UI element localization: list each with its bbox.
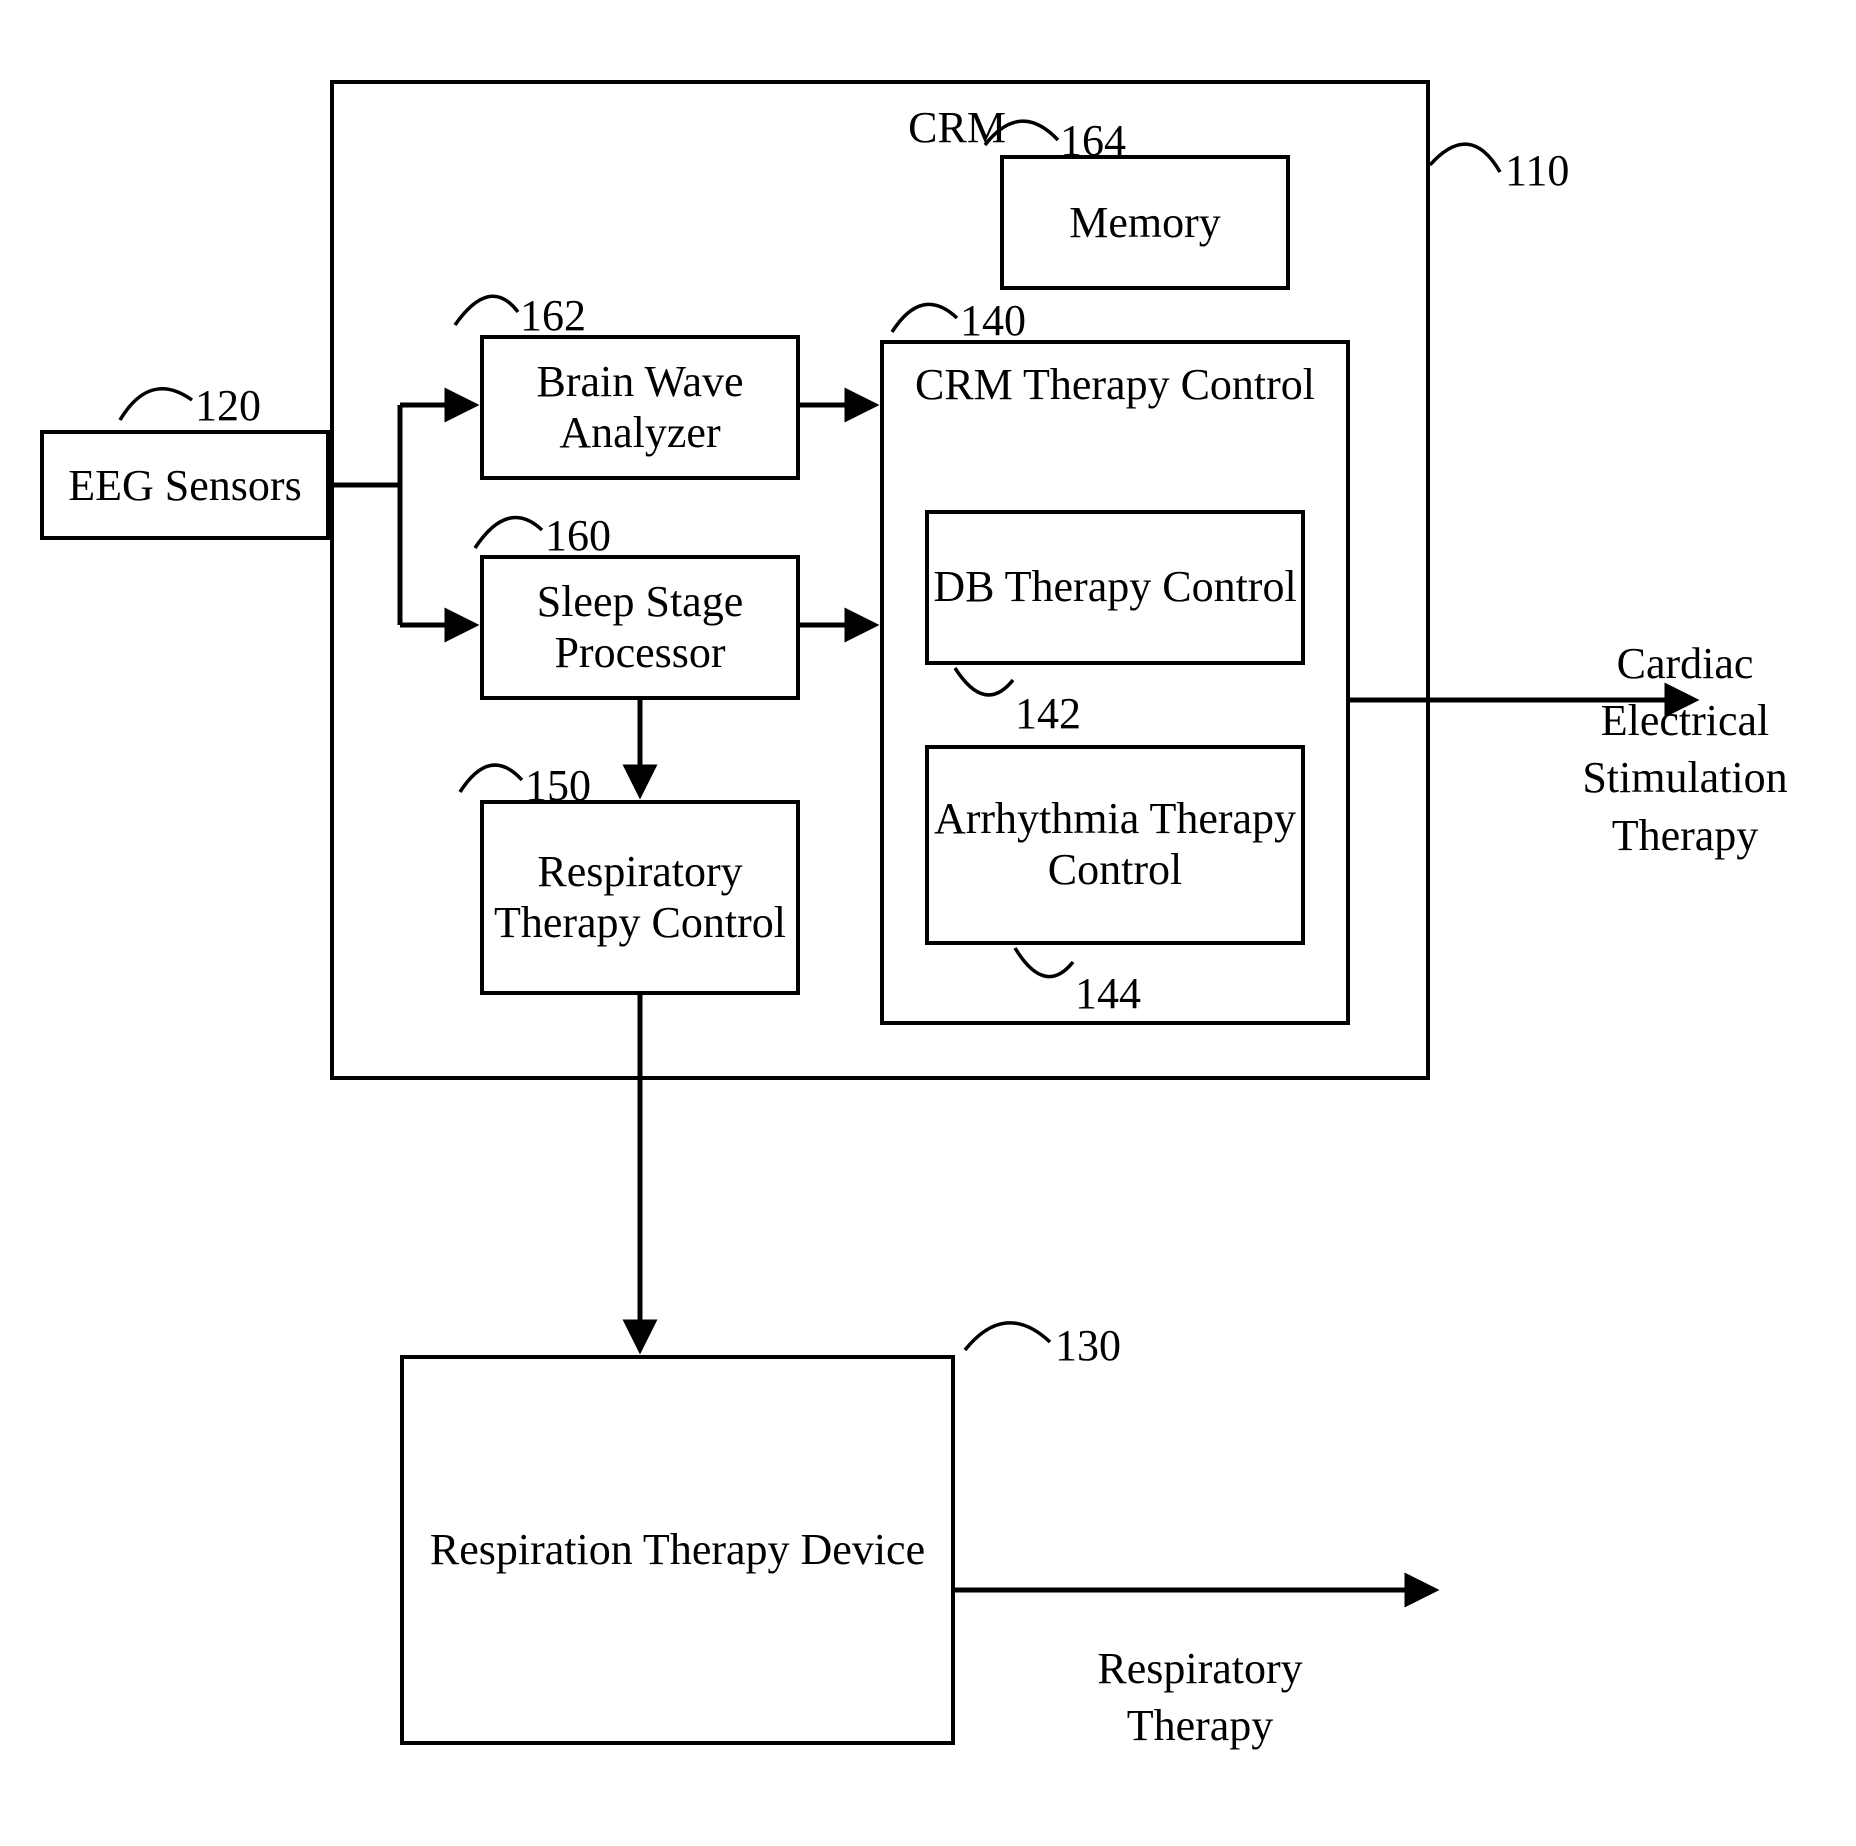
eeg-label: EEG Sensors bbox=[68, 460, 301, 511]
ref-160: 160 bbox=[545, 510, 611, 561]
ref-130: 130 bbox=[1055, 1320, 1121, 1371]
brain-wave-label: Brain Wave Analyzer bbox=[484, 357, 796, 458]
resp-output-label: Respiratory Therapy bbox=[1070, 1640, 1330, 1754]
ref-142: 142 bbox=[1015, 688, 1081, 739]
memory-box: Memory bbox=[1000, 155, 1290, 290]
db-ctrl-box: DB Therapy Control bbox=[925, 510, 1305, 665]
sleep-stage-box: Sleep Stage Processor bbox=[480, 555, 800, 700]
ref-162: 162 bbox=[520, 290, 586, 341]
memory-label: Memory bbox=[1069, 197, 1221, 248]
ref-164: 164 bbox=[1060, 115, 1126, 166]
diagram-canvas: CRM EEG Sensors Memory Brain Wave Analyz… bbox=[0, 0, 1856, 1846]
sleep-stage-label: Sleep Stage Processor bbox=[484, 577, 796, 678]
crm-title: CRM bbox=[908, 102, 1006, 153]
ref-140: 140 bbox=[960, 295, 1026, 346]
resp-ctrl-label: Respiratory Therapy Control bbox=[484, 847, 796, 948]
arr-ctrl-label: Arrhythmia Therapy Control bbox=[929, 794, 1301, 895]
ref-144: 144 bbox=[1075, 968, 1141, 1019]
crm-ctrl-label: CRM Therapy Control bbox=[915, 360, 1315, 411]
arr-ctrl-box: Arrhythmia Therapy Control bbox=[925, 745, 1305, 945]
eeg-sensors-box: EEG Sensors bbox=[40, 430, 330, 540]
resp-device-box: Respiration Therapy Device bbox=[400, 1355, 955, 1745]
ref-120: 120 bbox=[195, 380, 261, 431]
resp-device-label: Respiration Therapy Device bbox=[430, 1524, 925, 1577]
ref-150: 150 bbox=[525, 760, 591, 811]
resp-ctrl-box: Respiratory Therapy Control bbox=[480, 800, 800, 995]
cardiac-output-label: Cardiac Electrical Stimulation Therapy bbox=[1555, 635, 1815, 864]
brain-wave-box: Brain Wave Analyzer bbox=[480, 335, 800, 480]
db-ctrl-label: DB Therapy Control bbox=[933, 562, 1296, 613]
ref-110: 110 bbox=[1505, 145, 1569, 196]
